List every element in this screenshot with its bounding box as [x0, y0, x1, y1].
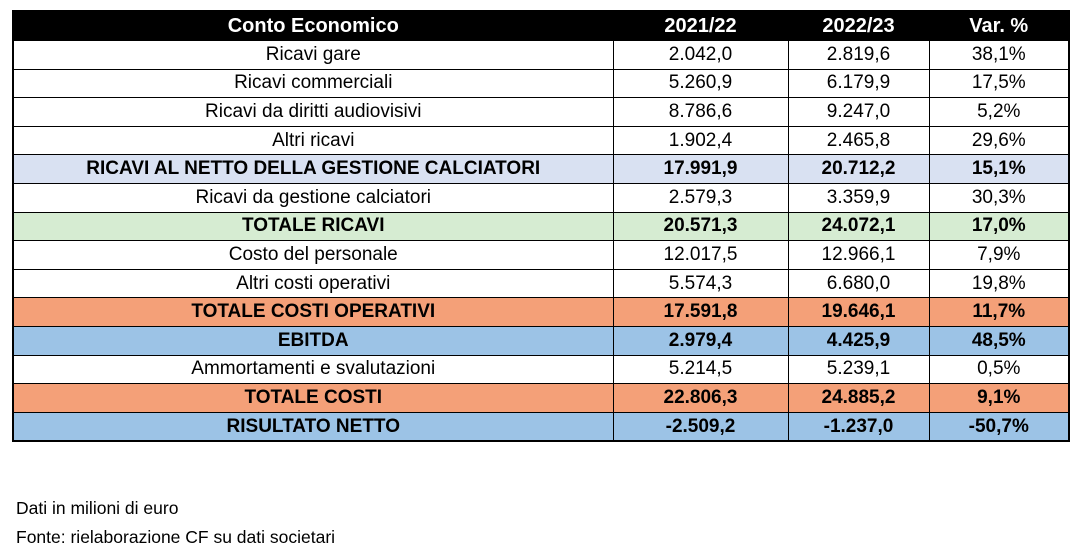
- value-cell-var-percent: 30,3%: [928, 182, 1070, 213]
- value-cell-var-percent: 9,1%: [928, 383, 1070, 413]
- value-cell-2021-22: 2.042,0: [612, 40, 789, 70]
- table-row: Ricavi gare 2.042,0 2.819,6 38,1%: [12, 40, 1070, 70]
- value-cell-var-percent: 0,5%: [928, 354, 1070, 385]
- table-row: RISULTATO NETTO -2.509,2 -1.237,0 -50,7%: [12, 411, 1070, 442]
- value-cell-2022-23: 3.359,9: [787, 182, 930, 213]
- table-row: Ammortamenti e svalutazioni 5.214,5 5.239,…: [12, 354, 1070, 385]
- value-cell-2022-23: 9.247,0: [787, 97, 930, 127]
- row-label-cell: TOTALE COSTI: [12, 383, 614, 413]
- value-cell-2021-22: -2.509,2: [612, 411, 789, 442]
- row-label-cell: Ricavi da diritti audiovisivi: [12, 97, 614, 127]
- value-cell-2021-22: 2.979,4: [612, 325, 789, 356]
- value-cell-2021-22: 20.571,3: [612, 211, 789, 242]
- row-label-cell: Costo del personale: [12, 240, 614, 270]
- row-label-cell: Altri ricavi: [12, 125, 614, 156]
- row-label-cell: Ricavi commerciali: [12, 68, 614, 99]
- row-label-cell: TOTALE COSTI OPERATIVI: [12, 297, 614, 327]
- row-label-cell: Altri costi operativi: [12, 268, 614, 299]
- table-row: Ricavi da diritti audiovisivi 8.786,6 9.24…: [12, 97, 1070, 127]
- table-row: RICAVI AL NETTO DELLA GESTIONE CALCIATOR…: [12, 154, 1070, 184]
- table-row: Ricavi commerciali 5.260,9 6.179,9 17,5%: [12, 68, 1070, 99]
- row-label-cell: Ammortamenti e svalutazioni: [12, 354, 614, 385]
- value-cell-var-percent: -50,7%: [928, 411, 1070, 442]
- value-cell-var-percent: 17,0%: [928, 211, 1070, 242]
- value-cell-2022-23: 6.179,9: [787, 68, 930, 99]
- value-cell-2022-23: 20.712,2: [787, 154, 930, 184]
- value-cell-var-percent: 48,5%: [928, 325, 1070, 356]
- row-label-cell: RISULTATO NETTO: [12, 411, 614, 442]
- value-cell-2021-22: 17.991,9: [612, 154, 789, 184]
- value-cell-2022-23: 12.966,1: [787, 240, 930, 270]
- value-cell-2021-22: 12.017,5: [612, 240, 789, 270]
- table-row: Ricavi da gestione calciatori 2.579,3 3.35…: [12, 182, 1070, 213]
- value-cell-2022-23: 19.646,1: [787, 297, 930, 327]
- value-cell-var-percent: 15,1%: [928, 154, 1070, 184]
- value-cell-var-percent: 38,1%: [928, 40, 1070, 70]
- row-label-cell: TOTALE RICAVI: [12, 211, 614, 242]
- column-header-2022-23: 2022/23: [787, 10, 930, 41]
- value-cell-2022-23: 2.465,8: [787, 125, 930, 156]
- value-cell-2021-22: 1.902,4: [612, 125, 789, 156]
- footnote-data-units: Dati in milioni di euro: [16, 498, 179, 518]
- value-cell-var-percent: 7,9%: [928, 240, 1070, 270]
- table-row: Altri ricavi 1.902,4 2.465,8 29,6%: [12, 125, 1070, 156]
- row-label-cell: Ricavi gare: [12, 40, 614, 70]
- column-header-var-percent: Var. %: [928, 10, 1070, 41]
- column-header-2021-22: 2021/22: [612, 10, 789, 41]
- table-row: TOTALE RICAVI 20.571,3 24.072,1 17,0%: [12, 211, 1070, 242]
- value-cell-2021-22: 5.574,3: [612, 268, 789, 299]
- value-cell-var-percent: 19,8%: [928, 268, 1070, 299]
- table-header-row: Conto Economico 2021/22 2022/23 Var. %: [12, 10, 1070, 41]
- value-cell-var-percent: 29,6%: [928, 125, 1070, 156]
- value-cell-2022-23: 24.072,1: [787, 211, 930, 242]
- value-cell-var-percent: 17,5%: [928, 68, 1070, 99]
- value-cell-2022-23: 2.819,6: [787, 40, 930, 70]
- table-row: Altri costi operativi 5.574,3 6.680,0 19,8%: [12, 268, 1070, 299]
- value-cell-2021-22: 17.591,8: [612, 297, 789, 327]
- value-cell-2021-22: 5.214,5: [612, 354, 789, 385]
- value-cell-2021-22: 2.579,3: [612, 182, 789, 213]
- income-statement-table: Conto Economico 2021/22 2022/23 Var. % R…: [12, 10, 1070, 443]
- value-cell-var-percent: 11,7%: [928, 297, 1070, 327]
- row-label-cell: Ricavi da gestione calciatori: [12, 182, 614, 213]
- row-label-cell: EBITDA: [12, 325, 614, 356]
- table-row: EBITDA 2.979,4 4.425,9 48,5%: [12, 325, 1070, 356]
- value-cell-var-percent: 5,2%: [928, 97, 1070, 127]
- column-header-conto-economico: Conto Economico: [12, 10, 614, 41]
- table-body: Ricavi gare 2.042,0 2.819,6 38,1% Ricavi com…: [12, 40, 1070, 442]
- value-cell-2021-22: 8.786,6: [612, 97, 789, 127]
- footnote-source: Fonte: rielaborazione CF su dati societa…: [16, 527, 336, 547]
- value-cell-2021-22: 5.260,9: [612, 68, 789, 99]
- table-row: TOTALE COSTI OPERATIVI 17.591,8 19.646,1 11…: [12, 297, 1070, 327]
- table-row: TOTALE COSTI 22.806,3 24.885,2 9,1%: [12, 383, 1070, 413]
- value-cell-2021-22: 22.806,3: [612, 383, 789, 413]
- value-cell-2022-23: 4.425,9: [787, 325, 930, 356]
- value-cell-2022-23: 6.680,0: [787, 268, 930, 299]
- table-row: Costo del personale 12.017,5 12.966,1 7,9%: [12, 240, 1070, 270]
- footnotes: Dati in milioni di euro Fonte: rielabora…: [16, 494, 335, 552]
- row-label-cell: RICAVI AL NETTO DELLA GESTIONE CALCIATOR…: [12, 154, 614, 184]
- value-cell-2022-23: -1.237,0: [787, 411, 930, 442]
- value-cell-2022-23: 24.885,2: [787, 383, 930, 413]
- value-cell-2022-23: 5.239,1: [787, 354, 930, 385]
